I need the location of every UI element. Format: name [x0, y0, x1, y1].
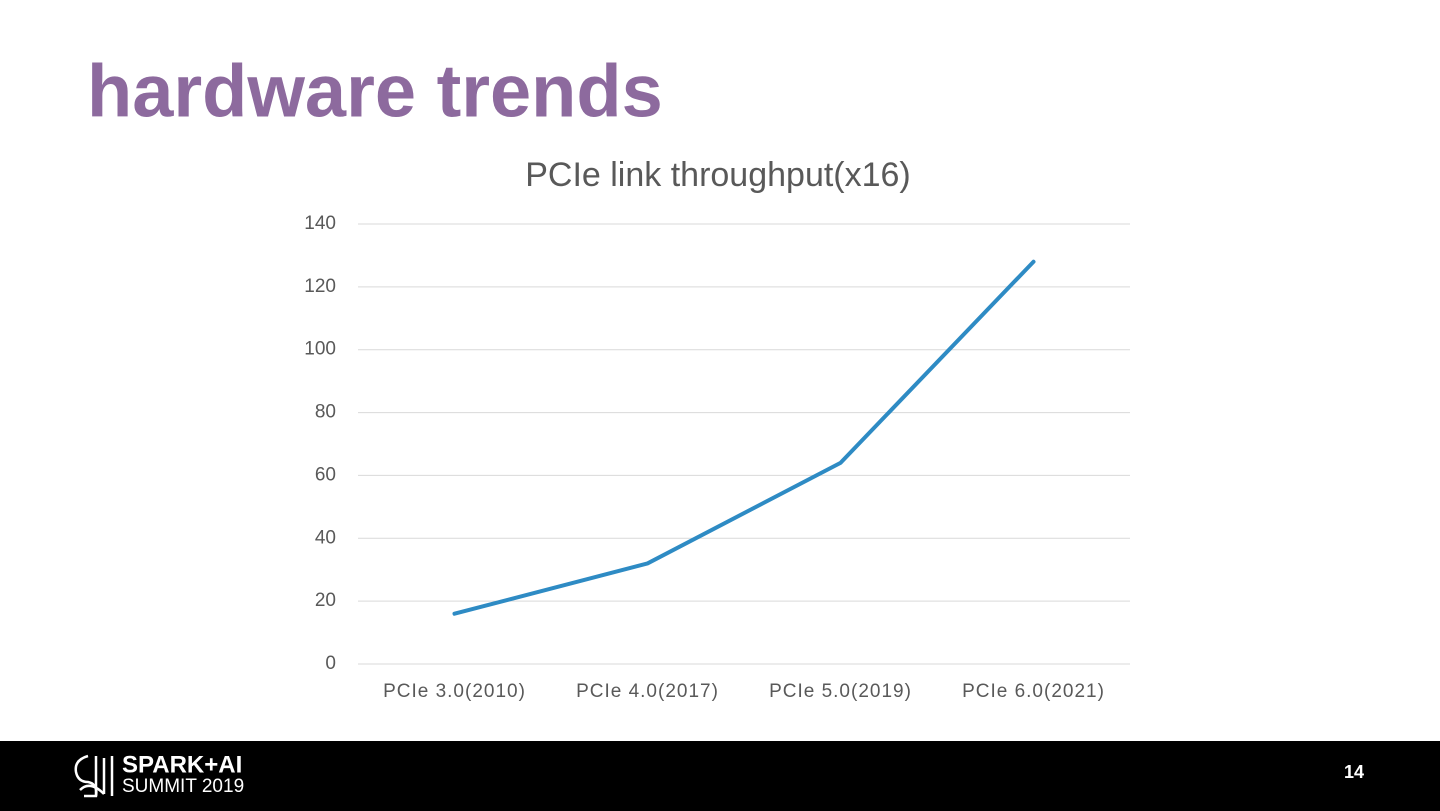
y-tick-label: 60 [315, 464, 336, 485]
brand-bottom: SUMMIT 2019 [122, 776, 244, 797]
data-line [452, 259, 1036, 616]
x-tick-label: PCIe 5.0(2019) [769, 681, 912, 702]
y-tick-label: 80 [315, 402, 336, 423]
x-tick-label: PCIe 4.0(2017) [576, 681, 719, 702]
brand-top: SPARK+AI [122, 751, 242, 778]
x-tick-label: PCIe 3.0(2010) [383, 681, 526, 702]
page-number: 14 [1344, 762, 1364, 782]
y-tick-label: 40 [315, 527, 336, 548]
chart-title: PCIe link throughput(x16) [525, 156, 911, 194]
y-tick-label: 140 [304, 213, 336, 234]
slide-title: hardware trends [87, 50, 663, 133]
y-tick-label: 100 [304, 339, 336, 360]
logo-icon [74, 754, 114, 798]
y-tick-label: 120 [304, 276, 336, 297]
y-tick-label: 0 [325, 653, 336, 674]
footer-bar [0, 741, 1440, 811]
y-tick-label: 20 [315, 590, 336, 611]
x-tick-label: PCIe 6.0(2021) [962, 681, 1105, 702]
plot: 0 20 40 60 80 100 120 140 PCIe 3.0(2010) PCIe 4.0… [304, 213, 1130, 702]
